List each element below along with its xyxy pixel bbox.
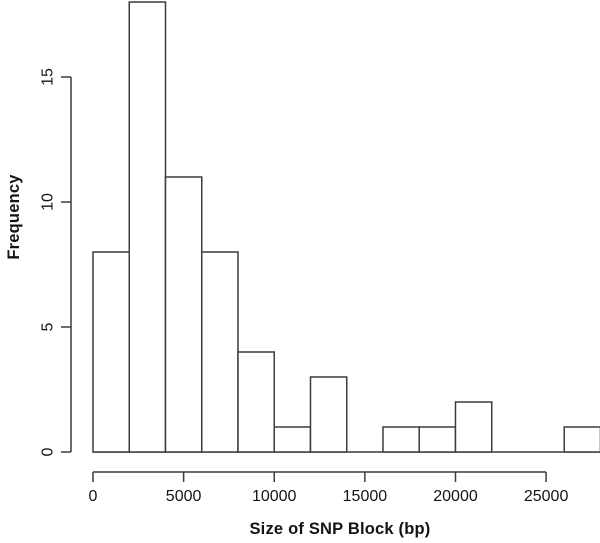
y-axis-title: Frequency: [5, 174, 23, 260]
histogram-bar: [273, 426, 312, 453]
x-axis-tick-label: 5000: [166, 488, 202, 505]
x-axis-tick-label: 25000: [524, 488, 569, 505]
histogram-bar: [454, 401, 493, 453]
histogram-bar: [309, 376, 348, 453]
x-axis-tick-label: 15000: [343, 488, 388, 505]
histogram-bar: [382, 426, 420, 453]
histogram-bar: [418, 426, 457, 453]
x-axis-tick-label: 0: [89, 488, 98, 505]
histogram-bar: [92, 251, 130, 453]
bars-group: [92, 1, 600, 453]
histogram-bar: [128, 1, 167, 453]
x-axis-tick-label: 20000: [433, 488, 478, 505]
y-axis-tick-label: 15: [40, 68, 57, 86]
axes-group: 0 5 10 15 0 5000 10000 15000 20000 25000: [40, 68, 569, 505]
histogram-bar: [200, 251, 239, 453]
y-axis-tick-label: 5: [40, 322, 57, 331]
x-axis-tick-label: 10000: [252, 488, 297, 505]
histogram-bar: [563, 426, 600, 453]
histogram-bar: [164, 176, 203, 453]
histogram-bar: [237, 351, 275, 453]
x-axis-title: Size of SNP Block (bp): [249, 520, 430, 538]
y-axis-tick-label: 10: [40, 193, 57, 211]
y-axis-tick-label: 0: [40, 447, 57, 456]
